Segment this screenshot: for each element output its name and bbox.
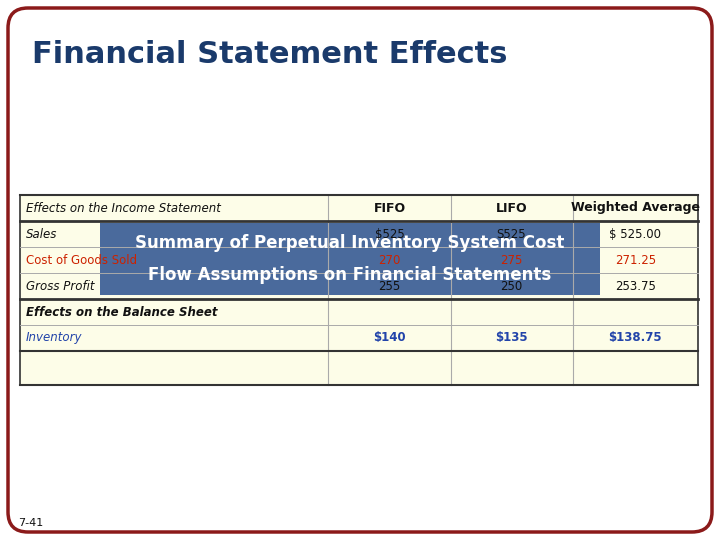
Text: 275: 275 bbox=[500, 253, 523, 267]
Text: $135: $135 bbox=[495, 332, 528, 345]
Text: Cost of Goods Sold: Cost of Goods Sold bbox=[26, 253, 137, 267]
Text: FIFO: FIFO bbox=[374, 201, 405, 214]
Text: $138.75: $138.75 bbox=[608, 332, 662, 345]
FancyBboxPatch shape bbox=[100, 223, 600, 295]
Text: LIFO: LIFO bbox=[496, 201, 527, 214]
Text: $ 525.00: $ 525.00 bbox=[609, 227, 661, 240]
Text: $140: $140 bbox=[373, 332, 406, 345]
Text: Flow Assumptions on Financial Statements: Flow Assumptions on Financial Statements bbox=[148, 266, 552, 284]
Text: 271.25: 271.25 bbox=[615, 253, 656, 267]
Text: Financial Statement Effects: Financial Statement Effects bbox=[32, 40, 508, 69]
Text: 253.75: 253.75 bbox=[615, 280, 656, 293]
Text: S525: S525 bbox=[497, 227, 526, 240]
Text: 250: 250 bbox=[500, 280, 523, 293]
FancyBboxPatch shape bbox=[20, 195, 698, 385]
FancyBboxPatch shape bbox=[8, 8, 712, 532]
Text: Weighted Average: Weighted Average bbox=[571, 201, 700, 214]
Text: Summary of Perpetual Inventory System Cost: Summary of Perpetual Inventory System Co… bbox=[135, 234, 564, 252]
Text: 270: 270 bbox=[378, 253, 401, 267]
Text: 255: 255 bbox=[379, 280, 400, 293]
Text: Inventory: Inventory bbox=[26, 332, 83, 345]
Text: $525: $525 bbox=[374, 227, 405, 240]
Text: Effects on the Income Statement: Effects on the Income Statement bbox=[26, 201, 221, 214]
Text: Effects on the Balance Sheet: Effects on the Balance Sheet bbox=[26, 306, 217, 319]
Text: Sales: Sales bbox=[26, 227, 58, 240]
Text: Gross Profit: Gross Profit bbox=[26, 280, 94, 293]
Text: 7-41: 7-41 bbox=[18, 518, 43, 528]
